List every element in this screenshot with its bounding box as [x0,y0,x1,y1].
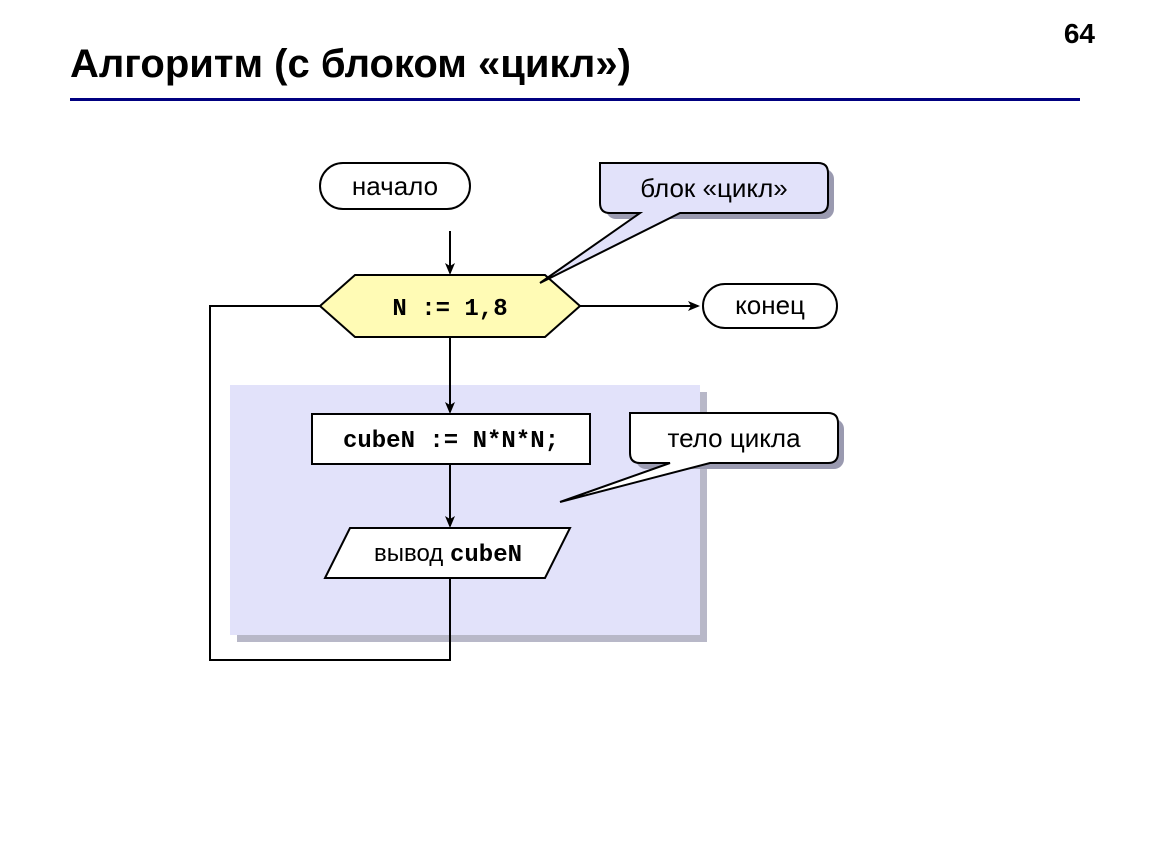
slide: 64 Алгоритм (с блоком «цикл») начало [0,0,1150,864]
process-mid: := [415,428,473,455]
process-node: cubeN := N*N*N; [312,414,590,464]
end-node: конец [703,284,837,328]
process-var: cubeN [343,428,415,455]
output-node: вывод cubeN [325,528,570,578]
svg-text:вывод cubeN: вывод cubeN [374,540,522,569]
callout2-label: тело цикла [667,423,801,453]
callout-loop-block: блок «цикл» [540,163,834,283]
output-var: cubeN [450,542,522,569]
loop-node: N := 1,8 [320,275,580,337]
process-expr: N*N*N; [473,428,559,455]
output-word: вывод [374,540,450,567]
start-label: начало [352,171,438,201]
svg-text:cubeN := N*N*N;: cubeN := N*N*N; [343,428,559,455]
start-node: начало [320,163,470,209]
end-label: конец [735,290,805,320]
loop-label: N := 1,8 [392,296,507,323]
callout1-label: блок «цикл» [640,173,787,203]
flowchart-diagram: начало N := 1,8 конец cubeN := N*N*N; вы… [0,0,1150,864]
